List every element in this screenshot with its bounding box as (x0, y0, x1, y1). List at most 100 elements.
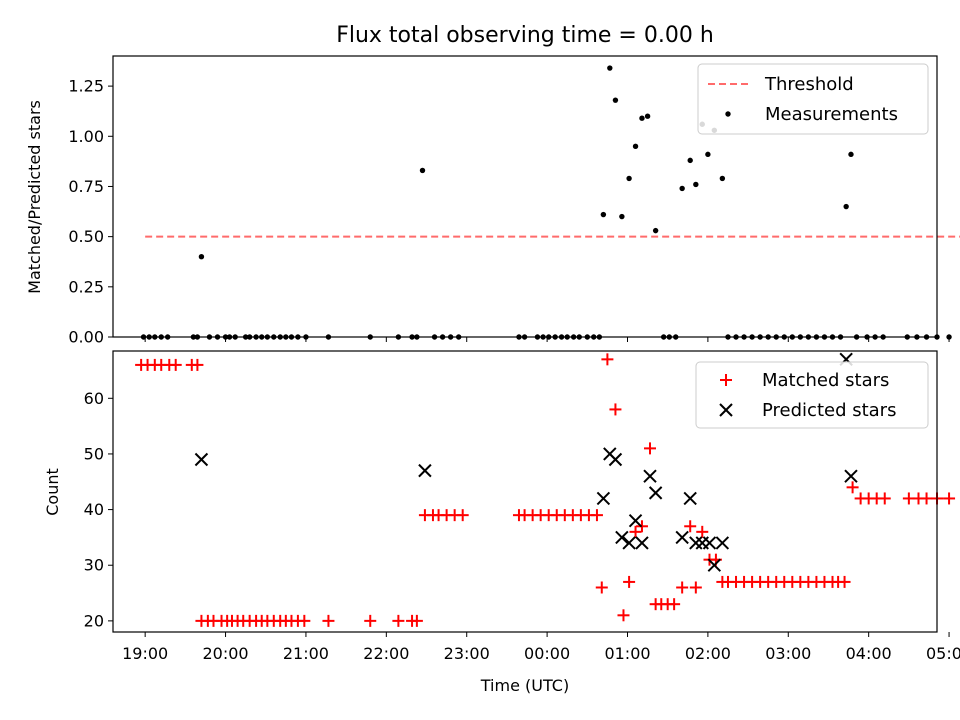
x-tick-label-4: 23:00 (444, 644, 490, 663)
measurement-point (600, 211, 607, 218)
legend-measurements-swatch (725, 111, 731, 117)
top-xticks (144, 337, 950, 342)
predicted-star-point (648, 486, 663, 500)
bottom-legend-frame (695, 361, 929, 429)
x-tick-label-1: 20:00 (202, 644, 248, 663)
measurement-point (198, 254, 205, 260)
bottom-y-axis-label: Count (43, 468, 62, 516)
x-tick-label-0: 19:00 (122, 644, 168, 663)
matched-star-point (191, 358, 204, 371)
y-tick-label-1-3: 50 (84, 444, 104, 463)
matched-star-point (456, 509, 469, 522)
matched-star-point (392, 614, 405, 627)
matched-star-point (595, 581, 608, 594)
bottom-yticks: 20 30 40 50 60 (84, 389, 113, 630)
chart-title: Flux total observing time = 0.00 h (336, 23, 714, 48)
measurement-point (848, 151, 854, 158)
legend-predicted-swatch (719, 403, 733, 417)
predicted-star-point (643, 469, 657, 483)
y-tick-label-0-0: 0.00 (68, 328, 104, 347)
measurement-point (644, 113, 651, 119)
matched-star-point (696, 525, 709, 538)
y-tick-label-1-0: 20 (84, 611, 104, 630)
matched-star-point (920, 492, 933, 505)
matched-star-point (590, 509, 603, 522)
measurement-point (693, 181, 699, 188)
predicted-star-point (596, 491, 611, 506)
measurement-point (652, 227, 659, 234)
x-tick-label-8: 03:00 (765, 644, 811, 663)
y-tick-label-0-4: 1.00 (68, 127, 104, 146)
predicted-star-point (608, 452, 623, 467)
legend-threshold-label: Threshold (764, 74, 854, 95)
measurement-point (719, 175, 726, 182)
matched-star-point (838, 575, 851, 588)
panel-ratio: 0.00 0.25 0.50 0.75 1.00 1.25 Matched/Predict… (25, 55, 960, 347)
x-tick-label-2: 21:00 (283, 644, 329, 663)
predicted-star-point (715, 536, 730, 550)
top-y-axis-label: Matched/Predicted stars (25, 100, 44, 294)
matched-star-point (878, 492, 891, 505)
measurement-point (687, 157, 693, 164)
y-tick-label-0-5: 1.25 (68, 77, 104, 96)
legend-matched-label: Matched stars (762, 370, 889, 391)
matched-star-point (846, 481, 859, 494)
top-legend: Threshold Measurements (697, 63, 929, 135)
x-tick-label-3: 22:00 (363, 644, 409, 663)
y-tick-label-0-3: 0.75 (68, 177, 104, 196)
y-tick-label-0-2: 0.50 (68, 227, 104, 246)
matched-star-point (169, 358, 182, 371)
predicted-star-point (615, 530, 629, 545)
matched-star-point (298, 614, 311, 627)
measurement-point (619, 213, 625, 220)
top-legend-frame (697, 63, 929, 135)
matched-star-point (601, 353, 614, 366)
matched-star-point (668, 598, 681, 611)
measurement-point (419, 167, 426, 174)
matched-star-point (629, 525, 642, 538)
measurement-point (679, 185, 685, 192)
matched-star-point (943, 492, 956, 505)
matched-star-point (689, 581, 702, 594)
bottom-marks (135, 352, 956, 627)
bottom-legend: Matched stars Predicted stars (695, 361, 929, 429)
y-tick-label-1-4: 60 (84, 389, 104, 408)
y-tick-label-0-1: 0.25 (68, 277, 104, 296)
matched-star-point (322, 614, 335, 627)
predicted-star-point (707, 558, 722, 572)
top-panel-frame (112, 55, 938, 338)
matched-star-point (410, 614, 423, 627)
measurement-point (639, 115, 645, 121)
x-tick-label-5: 00:00 (524, 644, 570, 663)
bottom-xticks: 19:00 20:00 21:00 22:00 23:00 00:00 01:00 02:00… (122, 632, 960, 663)
predicted-star-point (628, 514, 643, 528)
bottom-panel-frame (112, 350, 938, 633)
predicted-star-point (635, 536, 649, 550)
predicted-star-point (194, 452, 209, 467)
top-yticks: 0.00 0.25 0.50 0.75 1.00 1.25 (68, 77, 113, 347)
x-tick-label-9: 04:00 (846, 644, 892, 663)
measurement-point (843, 203, 849, 210)
matched-star-point (364, 614, 377, 627)
matched-star-point (623, 575, 636, 588)
matched-star-point (676, 581, 689, 594)
x-tick-label-6: 01:00 (604, 644, 650, 663)
y-tick-label-1-1: 30 (84, 556, 104, 575)
measurement-point (705, 151, 711, 158)
measurement-point (612, 97, 619, 103)
matched-star-point (684, 520, 697, 533)
measurement-point (632, 143, 639, 150)
predicted-star-point (844, 469, 858, 483)
predicted-star-point (683, 491, 697, 506)
y-tick-label-1-2: 40 (84, 500, 104, 519)
x-tick-label-7: 02:00 (685, 644, 731, 663)
x-tick-label-10: 05:00 (926, 644, 960, 663)
top-marks (140, 65, 960, 340)
measurement-point (607, 65, 613, 71)
predicted-star-point (675, 530, 689, 545)
legend-predicted-label: Predicted stars (762, 400, 896, 421)
matched-star-point (609, 403, 622, 416)
predicted-star-point (702, 536, 717, 550)
panel-count: 20 30 40 50 60 19:00 20:00 21:00 22:00 23:00 00:0… (43, 350, 960, 695)
